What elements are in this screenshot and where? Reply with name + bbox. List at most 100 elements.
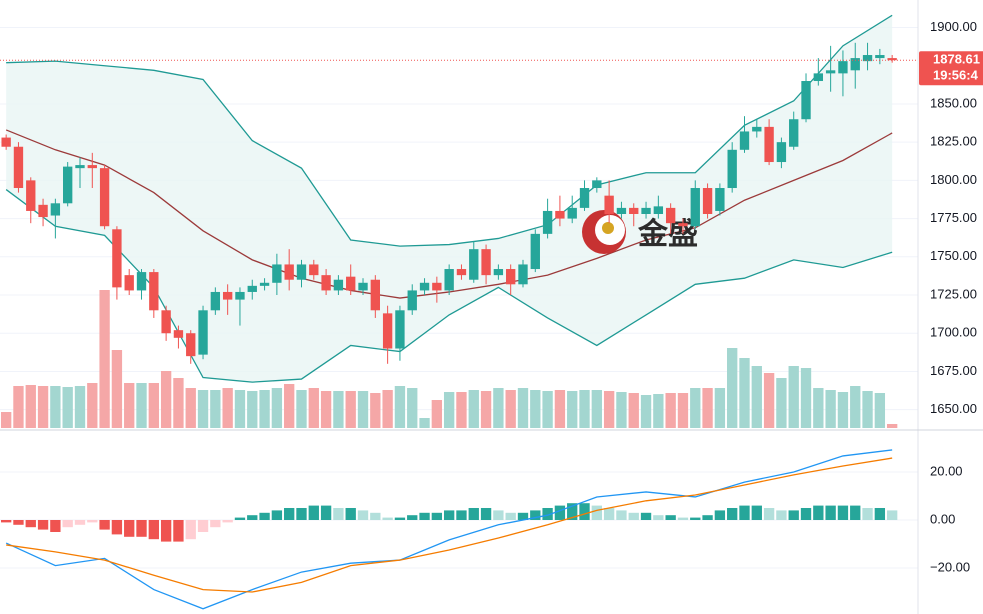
volume-bar <box>862 391 873 428</box>
logo-dot <box>602 222 614 234</box>
candle-body <box>370 279 380 311</box>
macd-bar <box>419 512 430 520</box>
band-fill <box>6 15 893 383</box>
macd-bar <box>407 515 418 520</box>
macd-bar <box>308 505 319 520</box>
volume-bar <box>345 391 356 428</box>
macd-bar <box>776 510 787 520</box>
macd-line <box>6 457 893 593</box>
macd-bar <box>443 510 455 520</box>
candle-body <box>407 290 417 311</box>
volume-bar <box>653 394 664 428</box>
volume-bar <box>714 388 726 428</box>
volume-bar <box>690 388 701 428</box>
volume-bar <box>160 371 172 428</box>
volume-bar <box>210 390 221 428</box>
y-tick-label: 1825.00 <box>930 134 977 149</box>
volume-bar <box>800 368 812 428</box>
macd-bar <box>247 515 258 520</box>
volume-bar <box>640 395 652 428</box>
volume-bar <box>62 387 73 428</box>
volume-bar <box>702 388 713 428</box>
macd-bar <box>616 510 627 520</box>
y-tick-label: 1850.00 <box>930 95 977 110</box>
candle-body <box>678 223 688 227</box>
candle-body <box>506 269 516 285</box>
macd-bar <box>259 512 270 520</box>
volume-bar <box>493 388 504 428</box>
macd-bar <box>886 510 898 520</box>
candle-body <box>50 203 61 216</box>
volume-bar <box>271 388 283 428</box>
volume-bar <box>308 388 319 428</box>
macd-bar <box>493 510 504 520</box>
macd-bar <box>480 507 492 520</box>
volume-bar <box>394 386 406 428</box>
macd-bar <box>653 515 664 520</box>
macd-bar <box>148 519 159 540</box>
y-tick-label: 1775.00 <box>930 210 977 225</box>
candle-body <box>38 204 48 218</box>
volume-bar <box>357 391 369 428</box>
macd-bar <box>714 510 726 520</box>
candle-body <box>530 233 540 270</box>
last-price-box <box>919 51 983 86</box>
candle-body <box>13 146 24 189</box>
volume-bar <box>763 373 775 428</box>
candle-body <box>247 285 257 292</box>
macd-bar <box>850 505 861 520</box>
last-price-label: 1878.61 <box>933 52 980 67</box>
candle-body <box>850 58 860 71</box>
candle-body <box>149 272 159 311</box>
volume-bar <box>0 412 12 428</box>
candle-body <box>419 282 430 291</box>
macd-bar <box>825 505 836 520</box>
y-tick-label: 1650.00 <box>930 401 977 416</box>
candle-body <box>690 188 700 227</box>
candle-body <box>616 207 627 214</box>
candle-body <box>26 180 36 211</box>
volume-bar <box>542 391 553 428</box>
macd-bar <box>837 505 849 520</box>
candle-body <box>124 275 134 291</box>
candle-body <box>518 264 528 285</box>
candle-body <box>198 310 208 355</box>
volume-bar <box>739 358 750 428</box>
macd-bar <box>394 517 406 520</box>
candle-body <box>604 195 614 214</box>
macd-bar <box>136 519 147 537</box>
candle-body <box>136 272 147 291</box>
macd-bar <box>813 505 824 520</box>
volume-bar <box>517 388 529 428</box>
macd-bar <box>222 519 233 523</box>
macd-bar <box>74 519 86 525</box>
candle-body <box>222 291 233 300</box>
macd-bar <box>197 519 209 532</box>
macd-bar <box>456 510 467 520</box>
candle-body <box>764 126 774 163</box>
macd-bar <box>530 510 541 520</box>
macd-bar <box>25 519 36 528</box>
macd-bar <box>50 519 61 532</box>
volume-bar <box>197 390 209 428</box>
y-tick-label: 1725.00 <box>930 286 977 301</box>
volume-bar <box>603 391 615 428</box>
macd-bar <box>99 519 110 530</box>
volume-bar <box>567 391 578 428</box>
macd-bar <box>370 512 381 520</box>
candle-body <box>727 149 737 189</box>
candle-body <box>259 282 270 286</box>
volume-bar <box>616 392 627 428</box>
candle-body <box>592 180 602 189</box>
macd-bar <box>124 519 135 537</box>
volume-bar <box>37 386 49 428</box>
volume-bar <box>99 290 110 428</box>
candle-body <box>469 249 479 280</box>
candle-body <box>382 313 393 349</box>
candles <box>0 42 918 364</box>
volume-bar <box>850 386 861 428</box>
volume-bar <box>505 390 516 428</box>
volume-bar <box>222 388 233 428</box>
